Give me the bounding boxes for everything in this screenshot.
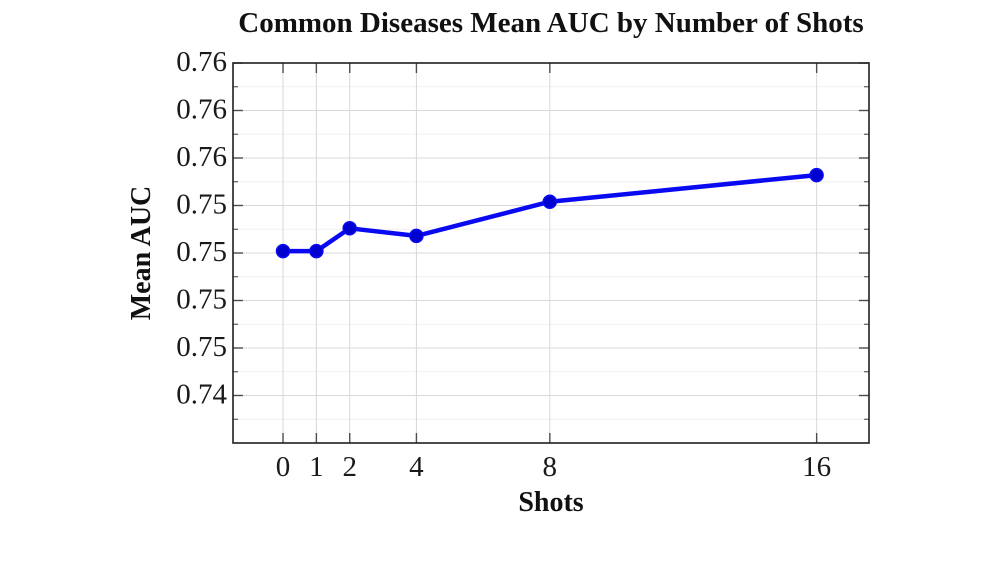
data-point <box>275 243 291 259</box>
x-tick-label: 8 <box>543 451 558 483</box>
x-tick-label: 4 <box>409 451 424 483</box>
y-tick-label: 0.75 <box>176 284 227 316</box>
y-tick-label: 0.76 <box>176 94 227 126</box>
x-axis-label: Shots <box>518 487 584 518</box>
y-tick-label: 0.74 <box>176 379 227 411</box>
y-tick-label: 0.75 <box>176 189 227 221</box>
chart-title: Common Diseases Mean AUC by Number of Sh… <box>238 7 864 39</box>
x-tick-label: 0 <box>276 451 291 483</box>
data-point <box>409 228 424 244</box>
data-point <box>342 221 357 236</box>
y-tick-label: 0.75 <box>176 236 227 268</box>
x-tick-label: 2 <box>342 451 357 483</box>
plot-border <box>232 62 870 444</box>
x-tick-label: 1 <box>309 451 324 483</box>
data-point <box>542 194 558 209</box>
y-tick-label: 0.76 <box>176 141 227 173</box>
y-tick-label: 0.76 <box>176 46 227 78</box>
y-tick-label: 0.75 <box>176 331 227 363</box>
data-point <box>809 167 824 183</box>
x-tick-label: 16 <box>802 451 831 483</box>
data-point <box>309 243 324 259</box>
